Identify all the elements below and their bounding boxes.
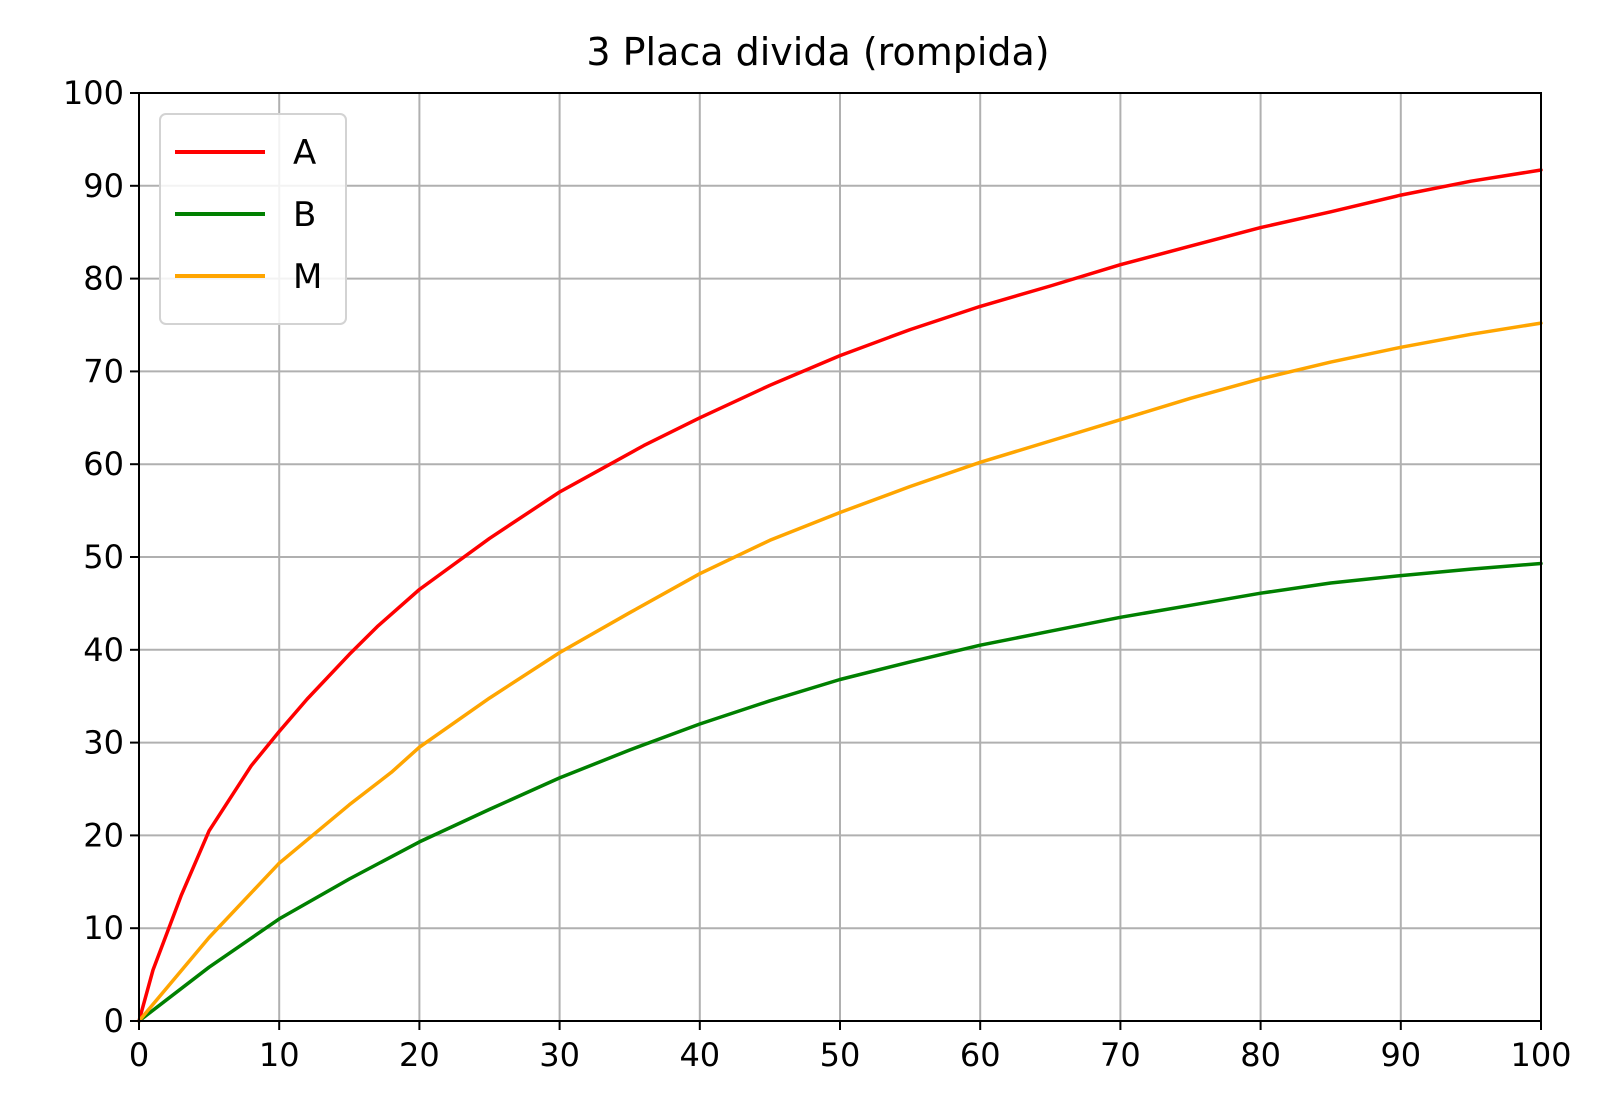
series-line-a [137,168,1543,1023]
series-line-m [137,321,1543,1023]
x-tick-label: 50 [820,1036,861,1074]
series-group [137,168,1543,1023]
legend-label-a: A [293,133,316,173]
legend-label-b: B [293,195,316,235]
x-tick-label: 0 [129,1036,149,1074]
x-tick-label: 80 [1240,1036,1281,1074]
y-tick-label: 80 [83,260,124,298]
legend: ABM [159,113,347,325]
x-tick-label: 70 [1100,1036,1141,1074]
y-tick-label: 50 [83,538,124,576]
y-tick-label: 60 [83,445,124,483]
axis-ticks: 0 10 20 30 40 50 60 70 80 90 100 0 10 20 30 40 50 60 70 80 9… [63,74,1572,1074]
y-tick-label: 40 [83,631,124,669]
x-tick-label: 60 [960,1036,1001,1074]
y-tick-label: 100 [63,74,124,112]
y-tick-label: 70 [83,352,124,390]
y-tick-label: 10 [83,909,124,947]
chart-title: 3 Placa divida (rompida) [586,30,1049,74]
legend-frame [159,113,347,325]
legend-label-m: M [293,257,322,297]
x-tick-label: 90 [1380,1036,1421,1074]
x-tick-label: 30 [539,1036,580,1074]
y-tick-label: 20 [83,816,124,854]
x-tick-label: 20 [399,1036,440,1074]
y-tick-label: 90 [83,167,124,205]
series-line-b [137,561,1543,1023]
x-tick-label: 40 [679,1036,720,1074]
x-tick-label: 100 [1510,1036,1571,1074]
y-tick-label: 30 [83,724,124,762]
x-tick-label: 10 [259,1036,300,1074]
y-tick-label: 0 [104,1002,124,1040]
